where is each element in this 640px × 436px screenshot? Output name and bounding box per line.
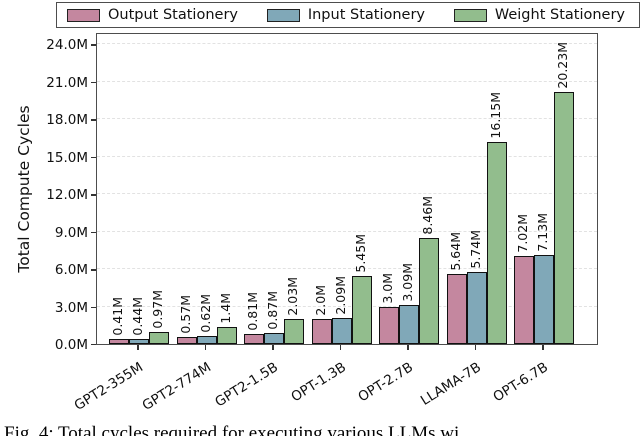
bar-value-label: 5.74M: [467, 230, 483, 269]
y-tick-label: 24.0M: [46, 37, 88, 54]
y-tick-mark: [91, 81, 96, 84]
bar-value-label: 16.15M: [487, 92, 503, 139]
bar-value-label: 20.23M: [555, 42, 570, 89]
bar: [176, 337, 197, 344]
plot-area: 0.41M 0.44M 0.97M 0.57M 0.62M 1.4M 0.81M 0.87M 2…: [96, 33, 598, 345]
x-tick-label: GPT2-1.5B: [212, 359, 281, 411]
bar: [216, 327, 237, 344]
bar: [486, 142, 507, 344]
legend-item: Input Stationery: [266, 7, 426, 23]
gridline: [97, 193, 597, 195]
bar-value-label: 2.09M: [332, 276, 348, 315]
x-tick-label: OPT-2.7B: [355, 359, 416, 406]
figure-caption: Fig. 4: Total cycles required for execut…: [4, 423, 460, 436]
bar-value-label: 2.0M: [312, 285, 328, 316]
bar-value-label: 7.13M: [535, 213, 550, 252]
bar-value-label: 5.64M: [447, 232, 463, 271]
y-tick-mark: [91, 344, 96, 346]
bar-value-label: 8.46M: [420, 196, 435, 235]
legend-label: Input Stationery: [307, 7, 426, 23]
y-tick-mark: [91, 231, 96, 234]
y-tick-mark: [91, 194, 96, 196]
bar: [331, 318, 352, 344]
bar: [466, 272, 487, 344]
x-tick-label: LLAMA-7B: [417, 359, 484, 409]
bar-value-label: 5.45M: [352, 234, 368, 273]
y-tick-label: 9.0M: [54, 224, 88, 241]
y-tick-mark: [91, 44, 96, 46]
bar-value-label: 0.57M: [177, 295, 193, 334]
bar: [554, 92, 574, 344]
gridline: [97, 268, 597, 270]
gridline: [97, 305, 597, 307]
bar: [264, 333, 284, 344]
x-tick-mark: [339, 345, 342, 350]
legend-swatch-icon: [67, 8, 100, 22]
bar-value-label: 0.87M: [265, 291, 280, 330]
x-tick-mark: [204, 345, 207, 350]
legend-label: Weight Stationery: [494, 7, 625, 23]
bar: [534, 255, 554, 344]
y-tick-label: 0.0M: [54, 337, 88, 353]
bar-value-label: 0.41M: [110, 297, 125, 336]
bar: [196, 336, 217, 344]
bar-value-label: 2.03M: [285, 277, 300, 316]
y-tick-label: 18.0M: [46, 112, 88, 129]
x-tick-label: GPT2-774M: [139, 359, 214, 415]
x-tick-label: GPT2-355M: [71, 359, 146, 415]
y-tick-mark: [91, 306, 96, 308]
gridline: [97, 43, 597, 45]
gridline: [97, 155, 597, 157]
y-tick-label: 15.0M: [46, 149, 88, 166]
bar: [419, 238, 439, 344]
bar: [284, 319, 304, 344]
bar: [129, 339, 149, 344]
x-tick-mark: [137, 345, 139, 350]
y-tick-label: 12.0M: [46, 187, 88, 204]
x-tick-mark: [407, 345, 409, 350]
legend-swatch-icon: [266, 8, 300, 22]
bar-value-label: 3.09M: [400, 263, 415, 302]
bar: [244, 334, 264, 344]
legend-label: Output Stationery: [108, 7, 238, 23]
bar: [311, 319, 332, 344]
bar: [514, 256, 534, 344]
x-tick-mark: [542, 345, 544, 350]
bar-value-label: 3.0M: [380, 273, 395, 304]
y-tick-label: 3.0M: [54, 299, 88, 316]
bar: [109, 339, 129, 344]
legend-item: Output Stationery: [67, 7, 238, 23]
x-tick-label: OPT-6.7B: [490, 359, 551, 406]
bar-value-label: 0.97M: [150, 290, 165, 329]
bar-value-label: 1.4M: [217, 293, 233, 324]
bar: [379, 307, 399, 344]
bar: [351, 276, 372, 344]
bar-value-label: 0.81M: [245, 292, 260, 331]
gridline: [97, 230, 597, 232]
legend-swatch-icon: [453, 8, 487, 22]
y-tick-label: 21.0M: [46, 74, 88, 91]
x-tick-label: OPT-1.3B: [287, 359, 349, 406]
bar-value-label: 0.44M: [130, 297, 145, 336]
y-tick-mark: [91, 269, 96, 271]
y-tick-label: 6.0M: [54, 262, 88, 279]
bar: [399, 305, 419, 344]
bar-value-label: 0.62M: [197, 294, 213, 333]
legend: Output Stationery Input Stationery Weight …: [56, 2, 640, 28]
legend-item: Weight Stationery: [453, 7, 625, 23]
bar-value-label: 7.02M: [515, 214, 530, 253]
gridline: [97, 118, 597, 120]
bar: [149, 332, 169, 344]
y-tick-mark: [91, 119, 96, 121]
y-tick-mark: [91, 156, 96, 159]
gridline: [97, 80, 597, 82]
x-tick-mark: [474, 345, 477, 350]
x-tick-mark: [272, 345, 274, 350]
bar: [446, 274, 467, 344]
